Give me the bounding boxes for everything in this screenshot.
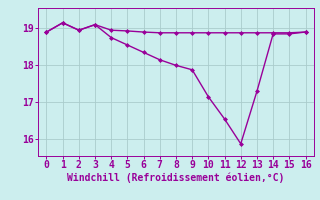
X-axis label: Windchill (Refroidissement éolien,°C): Windchill (Refroidissement éolien,°C)	[67, 173, 285, 183]
